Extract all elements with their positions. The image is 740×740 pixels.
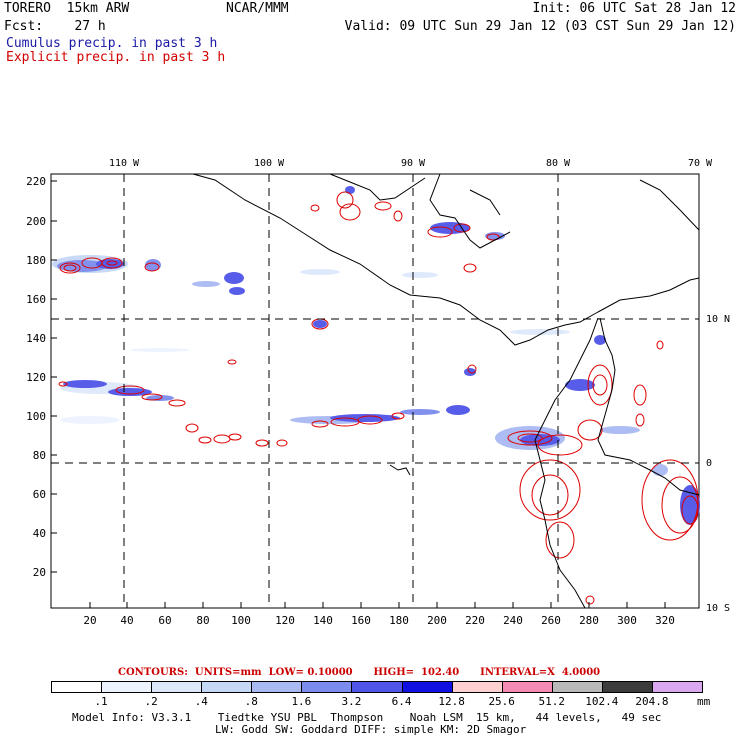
- colorbar-label: 204.8: [635, 695, 669, 708]
- y-tick-label: 60: [33, 488, 46, 501]
- axis-ticks: [51, 180, 666, 608]
- lon-label: 80 W: [546, 158, 571, 169]
- model-title: TORERO 15km ARW: [4, 1, 130, 16]
- y-tick-label: 120: [26, 371, 46, 384]
- lat-label: 0: [706, 458, 712, 469]
- x-tick-label: 60: [158, 614, 171, 627]
- x-tick-label: 220: [465, 614, 485, 627]
- colorbar-swatch: [101, 681, 153, 693]
- x-tick-label: 200: [427, 614, 447, 627]
- lat-label: 10 N: [706, 314, 730, 325]
- colorbar-label: .1: [94, 695, 108, 708]
- x-tick-label: 260: [541, 614, 561, 627]
- x-tick-label: 120: [275, 614, 295, 627]
- contour-info: CONTOURS: UNITS=mm LOW= 0.10000 HIGH= 10…: [118, 667, 601, 678]
- valid-time: Valid: 09 UTC Sun 29 Jan 12 (03 CST Sun …: [344, 19, 736, 34]
- x-tick-label: 300: [617, 614, 637, 627]
- colorbar-label: 12.8: [438, 695, 465, 708]
- cumulus-field-label: Cumulus precip. in past 3 h: [6, 36, 218, 51]
- x-tick-label: 180: [389, 614, 409, 627]
- colorbar-swatch: [351, 681, 403, 693]
- colorbar-swatch: [651, 681, 703, 693]
- x-tick-label: 140: [313, 614, 333, 627]
- colorbar-label: .4: [194, 695, 208, 708]
- lat-lon-grid: [51, 174, 699, 608]
- lon-label: 110 W: [109, 158, 140, 169]
- colorbar-swatch: [151, 681, 203, 693]
- y-tick-label: 20: [33, 566, 46, 579]
- x-tick-label: 40: [120, 614, 133, 627]
- y-tick-label: 220: [26, 175, 46, 188]
- explicit-precip-contours: [58, 191, 699, 605]
- explicit-field-label: Explicit precip. in past 3 h: [6, 50, 226, 65]
- colorbar-label: 6.4: [391, 695, 412, 708]
- y-tick-label: 200: [26, 215, 46, 228]
- y-tick-label: 160: [26, 293, 46, 306]
- center-label: NCAR/MMM: [226, 1, 289, 16]
- colorbar-swatch: [601, 681, 653, 693]
- x-tick-label: 20: [83, 614, 96, 627]
- lat-label: 10 S: [706, 603, 730, 614]
- x-tick-label: 160: [351, 614, 371, 627]
- colorbar-swatch: [401, 681, 453, 693]
- y-tick-label: 100: [26, 410, 46, 423]
- colorbar-swatch: [251, 681, 303, 693]
- lon-label: 100 W: [254, 158, 285, 169]
- lon-label: 70 W: [688, 158, 713, 169]
- colorbar-swatch: [451, 681, 503, 693]
- colorbar-swatch: [201, 681, 253, 693]
- x-tick-label: 100: [231, 614, 251, 627]
- init-time: Init: 06 UTC Sat 28 Jan 12: [532, 1, 737, 16]
- colorbar-label: 102.4: [585, 695, 619, 708]
- map-frame: [50, 173, 700, 609]
- coastlines: [192, 173, 700, 609]
- colorbar-label: 25.6: [488, 695, 515, 708]
- colorbar-swatch: [501, 681, 553, 693]
- x-tick-label: 80: [196, 614, 209, 627]
- y-tick-label: 80: [33, 449, 46, 462]
- colorbar-label: .2: [144, 695, 158, 708]
- colorbar-unit: mm: [697, 695, 711, 708]
- colorbar-label: 51.2: [538, 695, 566, 708]
- physics-info: LW: Godd SW: Goddard DIFF: simple KM: 2D…: [215, 723, 527, 736]
- y-tick-label: 140: [26, 332, 46, 345]
- x-tick-label: 320: [655, 614, 675, 627]
- model-info: Model Info: V3.3.1 Tiedtke YSU PBL Thomp…: [72, 711, 662, 724]
- lon-label: 90 W: [401, 158, 426, 169]
- x-tick-label: 280: [579, 614, 599, 627]
- colorbar-label: 3.2: [341, 695, 362, 708]
- colorbar-swatch: [301, 681, 353, 693]
- y-tick-label: 180: [26, 254, 46, 267]
- colorbar-swatch: [51, 681, 103, 693]
- x-tick-label: 240: [503, 614, 523, 627]
- colorbar-label: 1.6: [291, 695, 312, 708]
- colorbar-label: .8: [244, 695, 258, 708]
- colorbar-swatch: [551, 681, 603, 693]
- forecast-hour: Fcst: 27 h: [4, 19, 106, 34]
- y-tick-label: 40: [33, 527, 46, 540]
